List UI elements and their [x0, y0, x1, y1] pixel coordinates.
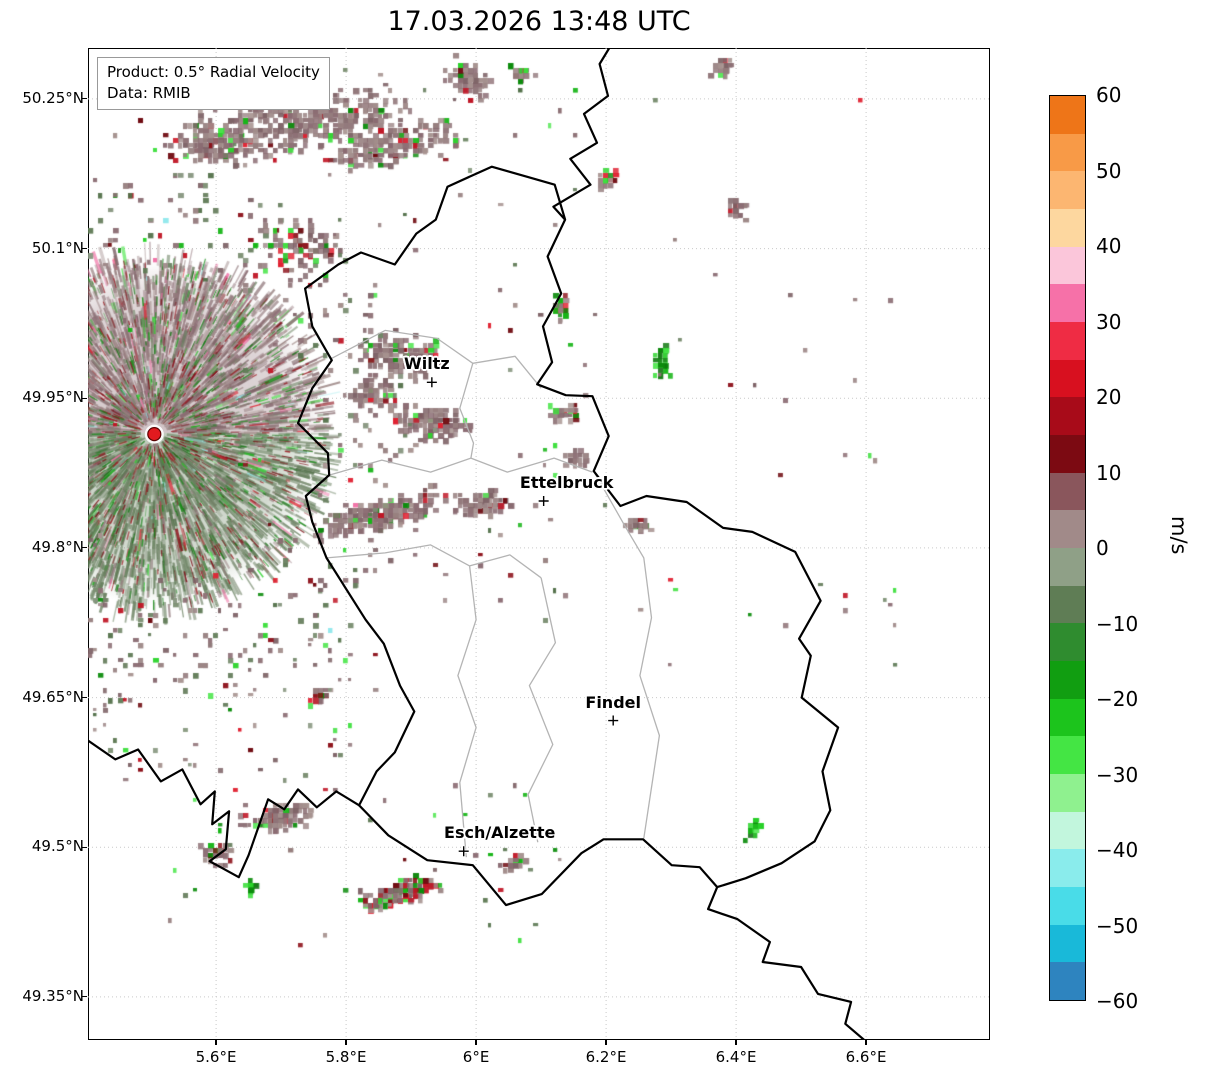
city-label: Wiltz: [404, 354, 450, 374]
colorbar-tick-label: 10: [1096, 460, 1122, 485]
product-info-box: Product: 0.5° Radial Velocity Data: RMIB: [97, 57, 330, 110]
district-border: [527, 577, 557, 843]
colorbar-segment: [1050, 284, 1085, 323]
y-tick-label: 49.8°N: [31, 537, 84, 556]
district-border: [459, 363, 475, 459]
colorbar-tick-label: 50: [1096, 158, 1122, 183]
colorbar-segment: [1050, 133, 1085, 172]
country-border-france-germany: [707, 886, 866, 1040]
y-tick-mark: [82, 547, 87, 549]
x-tick-mark: [865, 1040, 867, 1045]
y-tick-label: 49.95°N: [22, 388, 84, 407]
data-source-label: Data: RMIB: [107, 84, 191, 103]
city-marker-cross: [538, 496, 549, 507]
colorbar-segment: [1050, 661, 1085, 699]
country-borders: [88, 48, 866, 1040]
y-tick-mark: [82, 98, 87, 100]
y-tick-label: 50.25°N: [22, 88, 84, 107]
radar-velocity-canvas: [88, 48, 990, 1040]
map-borders-overlay: [88, 48, 866, 1040]
colorbar-segment: [1050, 849, 1085, 888]
x-tick-label: 6.6°E: [845, 1048, 887, 1066]
x-tick-mark: [735, 1040, 737, 1045]
colorbar-tick-label: −20: [1096, 687, 1139, 711]
x-tick-mark: [475, 1040, 477, 1045]
country-border-belgium-france: [88, 739, 360, 879]
colorbar-segment: [1050, 924, 1085, 963]
colorbar-tick-label: 0: [1096, 536, 1109, 560]
colorbar-tick-label: 60: [1096, 83, 1122, 107]
x-tick-mark: [605, 1040, 607, 1045]
district-borders: [326, 329, 661, 858]
x-tick-label: 6.4°E: [715, 1048, 757, 1066]
colorbar-segment: [1050, 209, 1085, 247]
colorbar-segment: [1050, 322, 1085, 360]
y-tick-label: 49.65°N: [22, 687, 84, 706]
x-tick-label: 6°E: [462, 1048, 490, 1066]
colorbar-segment: [1050, 548, 1085, 586]
colorbar-tick-label: −60: [1096, 989, 1139, 1013]
x-tick-mark: [215, 1040, 217, 1045]
colorbar-tick-label: −50: [1096, 913, 1139, 938]
city-markers: [426, 377, 619, 857]
colorbar-tick-label: −40: [1096, 838, 1139, 862]
colorbar-segment: [1050, 510, 1085, 549]
district-border: [593, 470, 661, 839]
city-marker-cross: [426, 377, 437, 388]
colorbar-segment: [1050, 698, 1085, 737]
colorbar-tick-label: 30: [1096, 309, 1122, 334]
colorbar-segment: [1050, 736, 1085, 775]
colorbar-segment: [1050, 397, 1085, 436]
city-label: Esch/Alzette: [444, 823, 556, 843]
y-tick-label: 49.5°N: [31, 837, 84, 856]
x-tick-label: 6.2°E: [585, 1048, 627, 1066]
colorbar-unit-label: m/s: [1167, 516, 1191, 555]
district-border: [457, 565, 477, 858]
y-tick-label: 49.35°N: [22, 986, 84, 1005]
city-label: Ettelbruck: [519, 473, 614, 492]
colorbar-tick-label: −10: [1096, 611, 1139, 636]
colorbar-segment: [1050, 811, 1085, 850]
colorbar-segment: [1050, 472, 1085, 511]
y-tick-mark: [82, 696, 87, 699]
colorbar-tick-label: −30: [1096, 762, 1139, 787]
district-border: [331, 329, 542, 389]
colorbar-segment: [1050, 774, 1085, 812]
colorbar-tick-label: 20: [1096, 385, 1122, 409]
colorbar-segment: [1050, 887, 1085, 925]
y-tick-mark: [82, 247, 87, 250]
colorbar-segment: [1050, 359, 1085, 398]
colorbar-segment: [1050, 962, 1085, 1001]
colorbar-segment: [1050, 246, 1085, 285]
x-tick-label: 5.8°E: [325, 1048, 367, 1066]
figure-title: 17.03.2026 13:48 UTC: [387, 6, 691, 37]
colorbar-segment: [1050, 96, 1085, 134]
country-border-belgium-germany: [552, 48, 611, 221]
radar-site-marker: [147, 427, 162, 442]
country-border-luxembourg: [296, 165, 840, 907]
city-marker-cross: [458, 846, 469, 857]
map-plot-area: Product: 0.5° Radial Velocity Data: RMIB…: [88, 48, 990, 1040]
district-border: [326, 544, 542, 579]
colorbar-segment: [1050, 623, 1085, 662]
y-tick-mark: [82, 397, 87, 399]
y-tick-label: 50.1°N: [31, 238, 84, 257]
colorbar-segment: [1050, 171, 1085, 210]
city-label: Findel: [585, 692, 641, 712]
y-tick-mark: [82, 996, 87, 998]
x-tick-mark: [345, 1040, 347, 1045]
city-marker-cross: [608, 715, 619, 726]
colorbar: [1049, 95, 1086, 1001]
product-label: Product: 0.5° Radial Velocity: [107, 63, 320, 81]
x-tick-label: 5.6°E: [195, 1048, 237, 1066]
colorbar-segment: [1050, 435, 1085, 473]
colorbar-tick-label: 40: [1096, 234, 1122, 258]
y-tick-mark: [82, 846, 87, 848]
colorbar-segment: [1050, 585, 1085, 624]
